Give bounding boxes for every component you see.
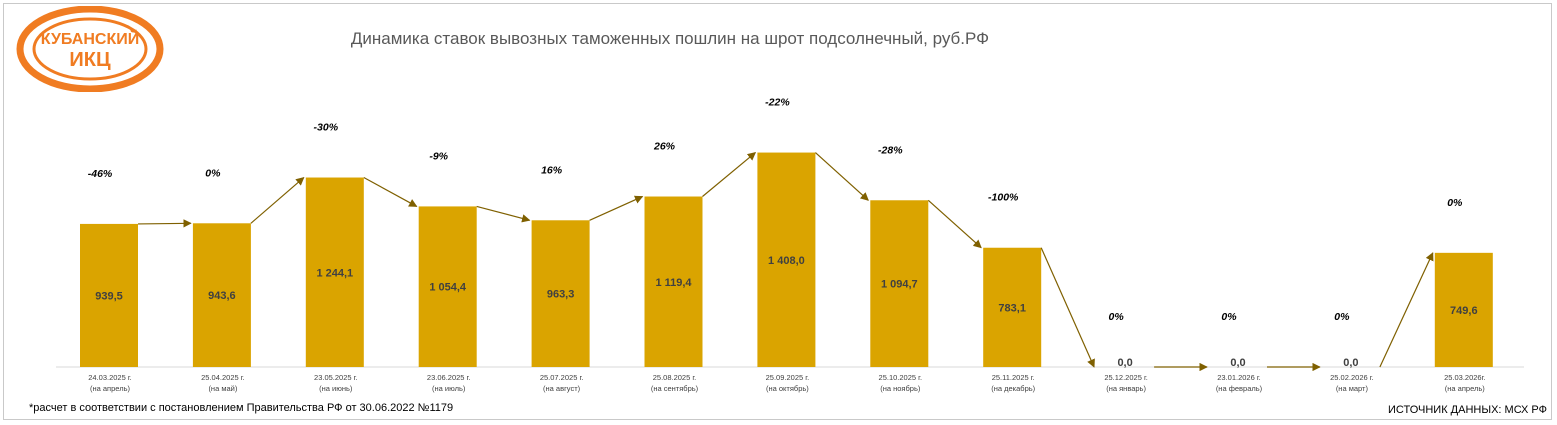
logo-text-line2: ИКЦ [69,49,111,71]
change-label-5: 16% [541,164,563,176]
x-tick-label-2-date: 25.04.2025 г. [201,373,245,382]
bar-2 [192,223,251,367]
trend-arrow-1 [137,219,192,228]
data-label-1: 939,5 [95,290,123,302]
bar-1 [80,223,138,367]
change-label-13: 0% [1447,197,1463,209]
change-label-11: 0% [1221,311,1237,323]
change-label-1: -46% [88,168,113,180]
footnote: *расчет в соответствии с постановлением … [29,402,454,414]
data-source: ИСТОЧНИК ДАННЫХ: МСХ РФ [1388,404,1547,416]
x-tick-label-9-date: 25.11.2025 г. [992,373,1035,382]
x-tick-label-8-date: 25.10.2025 г. [879,373,923,382]
x-tick-label-4-date: 23.06.2025 г. [427,373,471,382]
data-label-7: 1 408,0 [768,255,805,267]
change-label-3: -30% [314,122,339,134]
x-tick-label-7-month: (на октябрь) [766,384,809,393]
x-tick-label-13-month: (на апрель) [1445,384,1486,393]
trend-arrow-12 [1379,252,1434,368]
data-label-10: 0,0 [1117,357,1132,369]
x-tick-label-11-month: (на февраль) [1216,384,1263,393]
chart-frame [3,3,1552,420]
change-label-4: -9% [429,150,448,162]
change-label-6: 26% [653,141,676,153]
data-label-12: 0,0 [1343,357,1358,369]
change-label-10: 0% [1109,311,1125,323]
data-label-13: 749,6 [1450,305,1478,317]
trend-arrow-7 [814,152,869,201]
change-label-12: 0% [1334,311,1350,323]
x-tick-label-13-date: 25.03.2026г. [1444,373,1485,382]
data-label-8: 1 094,7 [881,279,918,291]
logo-outer-ring [16,6,164,92]
bar-4 [418,206,477,367]
logo-inner-ring [32,17,148,81]
change-label-9: -100% [988,192,1019,204]
trend-arrow-9 [1040,247,1095,368]
x-tick-label-7-date: 25.09.2025 г. [766,373,810,382]
logo: КУБАНСКИЙ ИКЦ [16,6,164,92]
x-tick-label-6-date: 25.08.2025 г. [653,373,697,382]
trend-arrow-2 [250,176,305,224]
x-tick-label-9-month: (на декабрь) [991,384,1035,393]
x-tick-label-5-month: (на август) [543,384,581,393]
x-tick-label-12-date: 25.02.2026 г. [1330,373,1374,382]
bar-8 [870,200,929,367]
x-tick-label-10-month: (на январь) [1106,384,1146,393]
bar-6 [644,196,703,367]
bar-9 [983,247,1042,367]
x-tick-label-6-month: (на сентябрь) [651,384,699,393]
x-tick-label-12-month: (на март) [1336,384,1369,393]
data-label-2: 943,6 [208,290,236,302]
chart-title: Динамика ставок вывозных таможенных пошл… [350,29,990,48]
logo-text-line1: КУБАНСКИЙ [41,29,139,48]
data-label-6: 1 119,4 [655,277,692,289]
trend-arrow-5 [589,195,644,221]
trend-arrow-4 [476,205,531,223]
data-label-4: 1 054,4 [429,282,467,294]
x-tick-label-1-month: (на апрель) [90,384,131,393]
bar-7 [757,152,816,367]
x-tick-label-8-month: (на ноябрь) [880,384,921,393]
change-label-7: -22% [765,97,790,109]
data-label-9: 783,1 [998,302,1026,314]
x-tick-label-3-month: (на июнь) [319,384,353,393]
trend-arrow-3 [363,176,418,207]
trend-arrow-6 [702,152,757,197]
change-label-2: 0% [205,167,221,179]
x-tick-label-3-date: 23.05.2025 г. [314,373,358,382]
x-tick-label-1-date: 24.03.2025 г. [88,373,132,382]
bar-13 [1434,252,1493,367]
data-label-11: 0,0 [1230,357,1245,369]
data-label-5: 963,3 [547,289,575,301]
x-tick-label-5-date: 25.07.2025 г. [540,373,584,382]
bar-3 [305,177,364,367]
x-tick-label-4-month: (на июль) [432,384,466,393]
trend-arrow-8 [927,199,982,249]
x-tick-label-2-month: (на май) [208,384,237,393]
x-tick-label-10-date: 25.12.2025 г. [1104,373,1148,382]
bar-5 [531,220,590,367]
x-tick-label-11-date: 23.01.2026 г. [1217,373,1261,382]
change-label-8: -28% [878,144,903,156]
data-label-3: 1 244,1 [316,267,353,279]
